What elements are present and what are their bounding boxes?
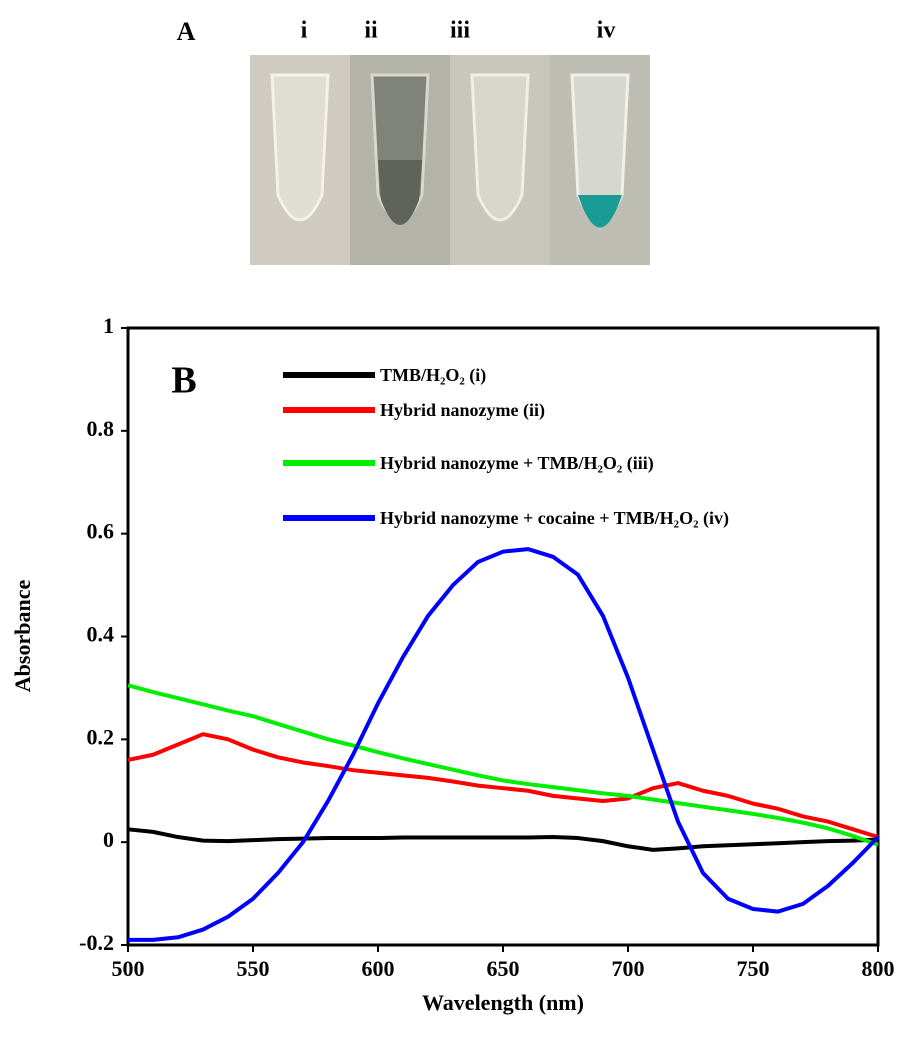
photo xyxy=(250,55,650,265)
x-tick-label: 750 xyxy=(737,956,770,981)
tube-label: ii xyxy=(364,18,378,44)
y-tick-label: 0.4 xyxy=(87,622,115,647)
y-tick-label: 0.6 xyxy=(87,519,115,544)
series-line xyxy=(127,827,879,852)
panel-a-label: A xyxy=(177,17,196,46)
y-tick-label: 0 xyxy=(103,827,114,852)
legend-label: TMB/H₂O₂ (i) xyxy=(380,365,486,386)
y-tick-label: -0.2 xyxy=(79,930,114,955)
series-line xyxy=(127,683,879,847)
legend-label: Hybrid nanozyme + TMB/H₂O₂ (iii) xyxy=(380,453,654,474)
x-tick-label: 800 xyxy=(862,956,895,981)
y-tick-label: 1 xyxy=(103,313,114,338)
y-tick-label: 0.2 xyxy=(87,724,115,749)
series-line xyxy=(128,547,880,942)
x-tick-label: 500 xyxy=(112,956,145,981)
legend-label: Hybrid nanozyme + cocaine + TMB/H₂O₂ (iv… xyxy=(380,508,729,529)
series-line xyxy=(127,732,879,839)
x-tick-label: 650 xyxy=(487,956,520,981)
x-axis-label: Wavelength (nm) xyxy=(422,990,584,1015)
legend-label: Hybrid nanozyme (ii) xyxy=(380,400,545,421)
tube-label: iv xyxy=(597,18,616,44)
plot-frame xyxy=(126,326,880,947)
panel-b-label: B xyxy=(171,360,196,402)
x-tick-label: 700 xyxy=(612,956,645,981)
x-tick-label: 550 xyxy=(237,956,270,981)
y-axis-label: Absorbance xyxy=(10,580,35,693)
tube-label: iii xyxy=(450,18,470,44)
x-tick-label: 600 xyxy=(362,956,395,981)
y-tick-label: 0.8 xyxy=(87,416,115,441)
tube-label: i xyxy=(301,18,308,44)
